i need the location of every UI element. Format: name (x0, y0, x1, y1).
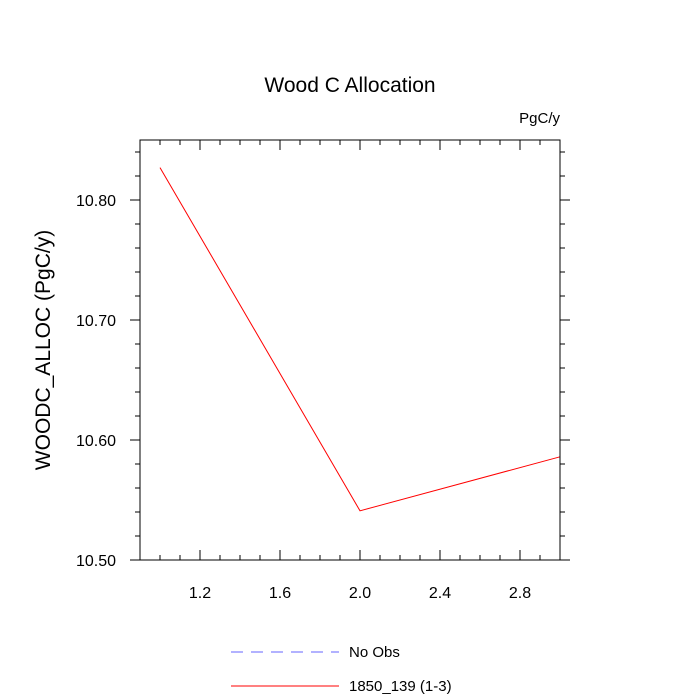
chart-title: Wood C Allocation (264, 74, 435, 97)
legend-label: 1850_139 (1-3) (349, 678, 452, 695)
x-tick-label: 2.0 (349, 585, 371, 602)
units-label: PgC/y (519, 110, 560, 127)
legend: No Obs 1850_139 (1-3) (231, 644, 452, 695)
plot-frame (139, 139, 561, 561)
y-axis-label: WOODC_ALLOC (PgC/y) (32, 230, 55, 470)
x-tick-label: 2.8 (509, 585, 531, 602)
series-line (159, 167, 561, 512)
series-lines (159, 167, 561, 512)
y-tick-label: 10.50 (76, 553, 116, 570)
x-tick-label: 1.6 (269, 585, 291, 602)
y-tick-label: 10.80 (76, 193, 116, 210)
x-tick-label: 1.2 (189, 585, 211, 602)
y-tick-label: 10.60 (76, 433, 116, 450)
legend-label: No Obs (349, 644, 400, 661)
tick-labels: 1.2 1.6 2.0 2.4 2.8 10.50 10.60 10.70 10.80 (76, 193, 531, 602)
x-tick-label: 2.4 (429, 585, 451, 602)
axis-ticks (130, 140, 570, 561)
y-tick-label: 10.70 (76, 313, 116, 330)
